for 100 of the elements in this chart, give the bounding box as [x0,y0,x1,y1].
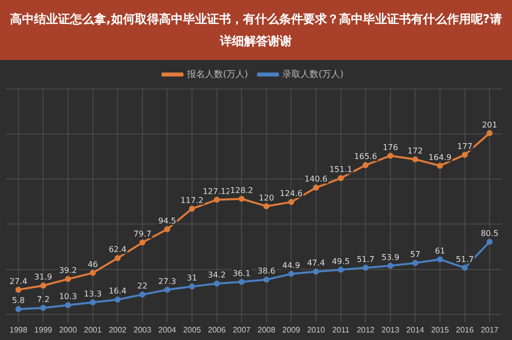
data-label: 120 [258,193,274,202]
point [15,306,22,312]
data-label: 62.4 [108,245,127,254]
data-label: 172 [408,146,423,156]
point [338,175,344,182]
data-label: 27.4 [9,276,28,286]
data-label: 57 [410,250,420,260]
point [338,266,344,273]
data-label: 34.2 [208,270,226,280]
x-tick-label: 2013 [382,325,400,334]
x-tick-label: 2012 [356,325,376,334]
point [65,276,71,282]
legend-label: 录取人数(万人) [282,68,344,80]
x-tick-label: 2005 [183,325,202,334]
x-tick-label: 2003 [134,325,152,334]
point [313,184,319,191]
legend-label: 报名人数(万人) [186,68,248,80]
point [486,130,493,136]
point [214,196,220,203]
point [40,282,46,289]
data-label: 128.2 [230,186,254,195]
point [412,156,418,162]
point [486,238,493,245]
data-label: 10.3 [59,292,77,302]
data-label: 124.6 [280,189,303,198]
x-tick-label: 2017 [480,325,500,334]
point [214,280,220,287]
data-label: 165.6 [354,152,378,162]
data-label: 94.5 [158,216,176,226]
x-tick-label: 2004 [158,325,177,334]
point [90,270,96,276]
data-label: 27.3 [158,276,176,286]
point [164,286,170,293]
data-label: 53.9 [381,252,400,262]
point [288,270,294,277]
data-label: 47.4 [307,258,325,268]
point [15,286,22,293]
data-label: 127.12 [202,186,231,196]
data-label: 16.4 [108,286,127,296]
data-label: 151.1 [329,165,352,174]
data-label: 176 [382,142,398,152]
data-label: 31 [186,274,198,283]
x-tick-label: 2015 [431,325,450,334]
x-tick-label: 2010 [307,325,326,334]
data-label: 79.7 [133,230,152,239]
point [387,152,394,159]
point [90,299,96,306]
data-label: 13.3 [84,289,102,298]
x-tick-label: 2001 [84,325,102,334]
x-tick-label: 2002 [108,325,128,334]
point [189,206,195,212]
point [139,240,146,246]
data-label: 46 [88,260,98,270]
x-tick-label: 2008 [258,325,276,334]
point [462,264,468,271]
data-label: 177 [457,142,472,151]
chart-title: 高中结业证怎么拿,如何取得高中毕业证书，有什么条件要求？高中毕业证书有什么作用呢?请详细解答谢谢 [0,0,512,60]
point [288,199,294,206]
x-tick-label: 1998 [10,325,28,334]
data-label: 49.5 [332,256,350,266]
x-tick-label: 1999 [34,325,53,334]
data-label: 38.6 [257,266,276,276]
data-label: 164.9 [428,152,452,162]
data-label: 140.6 [304,174,328,184]
point [238,196,245,202]
point [313,268,319,275]
point [387,262,394,269]
data-label: 22 [137,282,148,291]
data-label: 51.7 [356,254,375,264]
data-label: 44.9 [282,260,300,270]
point [263,203,270,210]
point [65,302,71,308]
point [114,255,121,262]
data-label: 80.5 [480,228,499,238]
point [114,296,121,303]
point [40,304,46,311]
data-label: 61 [434,246,446,256]
data-label: 31.9 [34,272,52,282]
data-label: 7.2 [36,294,50,304]
x-tick-label: 2011 [332,325,350,334]
point [437,256,443,262]
data-label: 36.1 [232,268,251,278]
x-tick-label: 2000 [59,325,78,334]
point [238,278,245,285]
point [139,292,146,298]
point [164,226,170,232]
point [462,152,468,158]
point [412,260,418,266]
x-tick-label: 2006 [208,325,226,334]
x-tick-label: 2014 [406,325,425,334]
data-label: 5.8 [12,296,25,306]
x-tick-label: 2016 [456,325,474,334]
x-tick-label: 2009 [282,325,301,334]
point [362,264,369,271]
data-label: 51.7 [456,254,474,264]
data-label: 117.2 [180,196,204,205]
point [263,276,270,283]
point [437,162,443,169]
point [362,162,369,168]
data-label: 201 [482,120,498,130]
